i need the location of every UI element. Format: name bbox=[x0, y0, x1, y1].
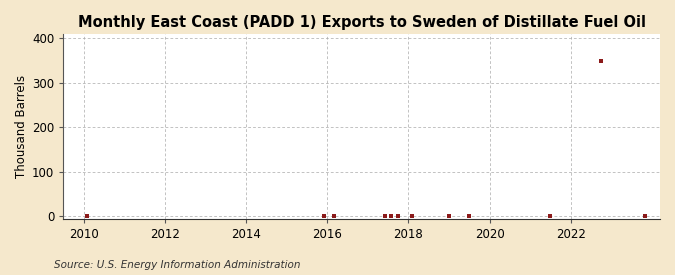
Y-axis label: Thousand Barrels: Thousand Barrels bbox=[15, 75, 28, 178]
Title: Monthly East Coast (PADD 1) Exports to Sweden of Distillate Fuel Oil: Monthly East Coast (PADD 1) Exports to S… bbox=[78, 15, 646, 30]
Text: Source: U.S. Energy Information Administration: Source: U.S. Energy Information Administ… bbox=[54, 260, 300, 270]
